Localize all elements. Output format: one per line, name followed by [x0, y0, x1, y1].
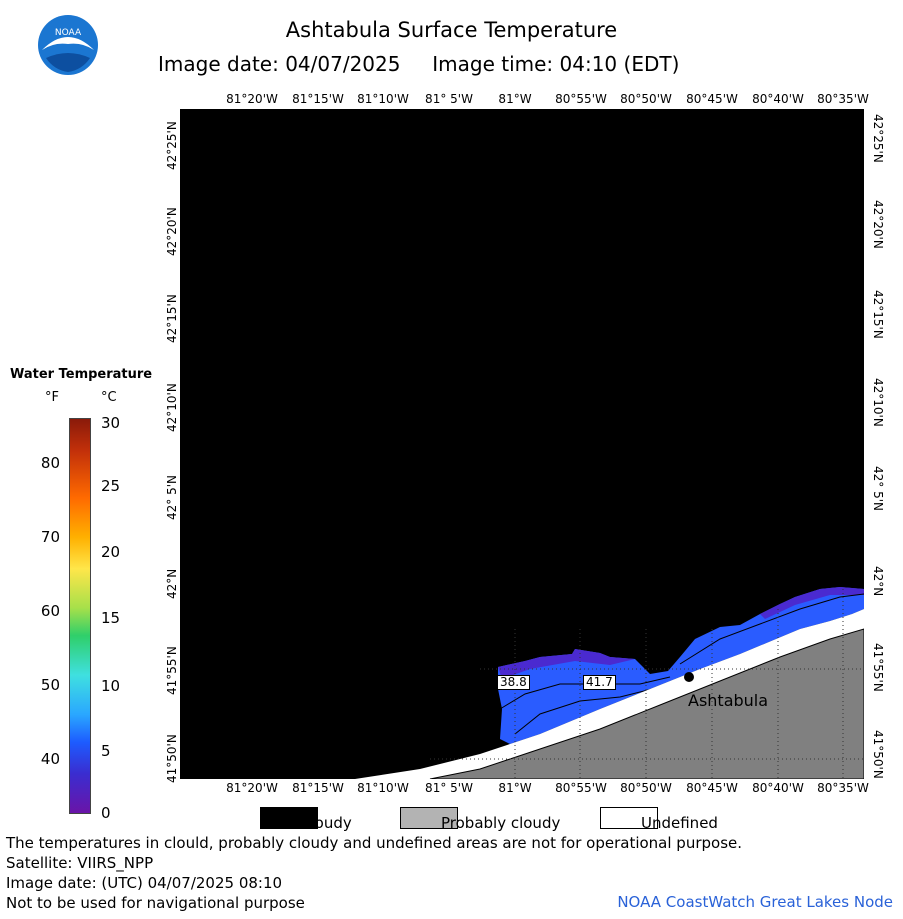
scale-tick-f: 70 — [40, 528, 60, 546]
legend-label-undefined: Undefined — [641, 814, 718, 832]
lon-tick-top: 80°50'W — [620, 92, 672, 106]
legend-swatch-cloudy — [260, 807, 318, 829]
city-label: Ashtabula — [688, 691, 769, 710]
lon-tick-top: 80°55'W — [555, 92, 607, 106]
image-datetime: Image date: 04/07/2025 Image time: 04:10… — [158, 52, 680, 76]
temperature-colorbar — [69, 418, 91, 814]
lon-tick-top: 81°10'W — [357, 92, 409, 106]
legend-label-probably-cloudy: Probably cloudy — [441, 814, 561, 832]
scale-tick-c: 25 — [101, 477, 121, 495]
scale-tick-c: 20 — [101, 543, 121, 561]
lat-tick-right: 41°55'N — [871, 643, 885, 692]
scale-tick-f: 60 — [40, 602, 60, 620]
noaa-logo: NOAA — [36, 14, 100, 80]
lon-tick-top: 80°35'W — [817, 92, 869, 106]
scale-tick-f: 50 — [40, 676, 60, 694]
lat-tick-left: 42° 5'N — [165, 475, 179, 520]
lon-tick-top: 81°W — [498, 92, 532, 106]
lon-tick-bottom: 81° 5'W — [425, 781, 473, 795]
lon-tick-bottom: 80°50'W — [620, 781, 672, 795]
legend-label-cloudy: Cloudy — [300, 814, 352, 832]
lon-tick-top: 80°45'W — [686, 92, 738, 106]
lat-tick-right: 42°N — [871, 566, 885, 597]
lat-tick-left: 42°25'N — [165, 121, 179, 170]
lon-tick-top: 81°15'W — [292, 92, 344, 106]
lat-tick-right: 42°15'N — [871, 290, 885, 339]
scale-unit-f: °F — [45, 390, 59, 405]
lon-tick-bottom: 80°45'W — [686, 781, 738, 795]
lat-tick-right: 42° 5'N — [871, 466, 885, 511]
scale-tick-c: 0 — [101, 804, 111, 822]
lon-tick-bottom: 81°W — [498, 781, 532, 795]
temperature-map — [180, 109, 865, 783]
lon-tick-bottom: 81°15'W — [292, 781, 344, 795]
lat-tick-left: 41°55'N — [165, 646, 179, 695]
satellite-text: Satellite: VIIRS_NPP — [6, 854, 154, 872]
lat-tick-right: 41°50'N — [871, 730, 885, 779]
scale-title: Water Temperature — [10, 367, 153, 382]
legend-swatch-undefined — [600, 807, 658, 829]
legend-swatch-probably-cloudy — [400, 807, 458, 829]
scale-tick-c: 30 — [101, 414, 121, 432]
contour-label: 41.7 — [583, 675, 616, 690]
credit-text: NOAA CoastWatch Great Lakes Node — [617, 893, 893, 911]
ashtabula-city-marker — [684, 672, 694, 682]
lon-tick-top: 81° 5'W — [425, 92, 473, 106]
scale-unit-c: °C — [101, 390, 117, 405]
lat-tick-left: 42°10'N — [165, 383, 179, 432]
scale-tick-c: 15 — [101, 609, 121, 627]
lon-tick-bottom: 81°20'W — [226, 781, 278, 795]
scale-tick-c: 10 — [101, 677, 121, 695]
lat-tick-left: 42°15'N — [165, 294, 179, 343]
lat-tick-left: 42°N — [165, 568, 179, 599]
lon-tick-bottom: 80°35'W — [817, 781, 869, 795]
lat-tick-left: 42°20'N — [165, 207, 179, 256]
navigation-warning: Not to be used for navigational purpose — [6, 894, 305, 912]
lon-tick-bottom: 81°10'W — [357, 781, 409, 795]
contour-label: 38.8 — [497, 675, 530, 690]
lat-tick-left: 41°50'N — [165, 734, 179, 783]
lon-tick-bottom: 80°40'W — [752, 781, 804, 795]
lat-tick-right: 42°25'N — [871, 114, 885, 163]
lat-tick-right: 42°10'N — [871, 378, 885, 427]
scale-tick-f: 80 — [40, 454, 60, 472]
svg-text:NOAA: NOAA — [55, 28, 82, 38]
map-title: Ashtabula Surface Temperature — [285, 18, 618, 42]
lat-tick-right: 42°20'N — [871, 200, 885, 249]
lon-tick-top: 81°20'W — [226, 92, 278, 106]
disclaimer-text: The temperatures in clould, probably clo… — [6, 834, 743, 852]
lon-tick-top: 80°40'W — [752, 92, 804, 106]
water-temperature-area — [498, 587, 864, 744]
utc-date-text: Image date: (UTC) 04/07/2025 08:10 — [6, 874, 283, 892]
lon-tick-bottom: 80°55'W — [555, 781, 607, 795]
scale-tick-f: 40 — [40, 750, 60, 768]
scale-tick-c: 5 — [101, 742, 111, 760]
undefined-area — [355, 609, 864, 779]
